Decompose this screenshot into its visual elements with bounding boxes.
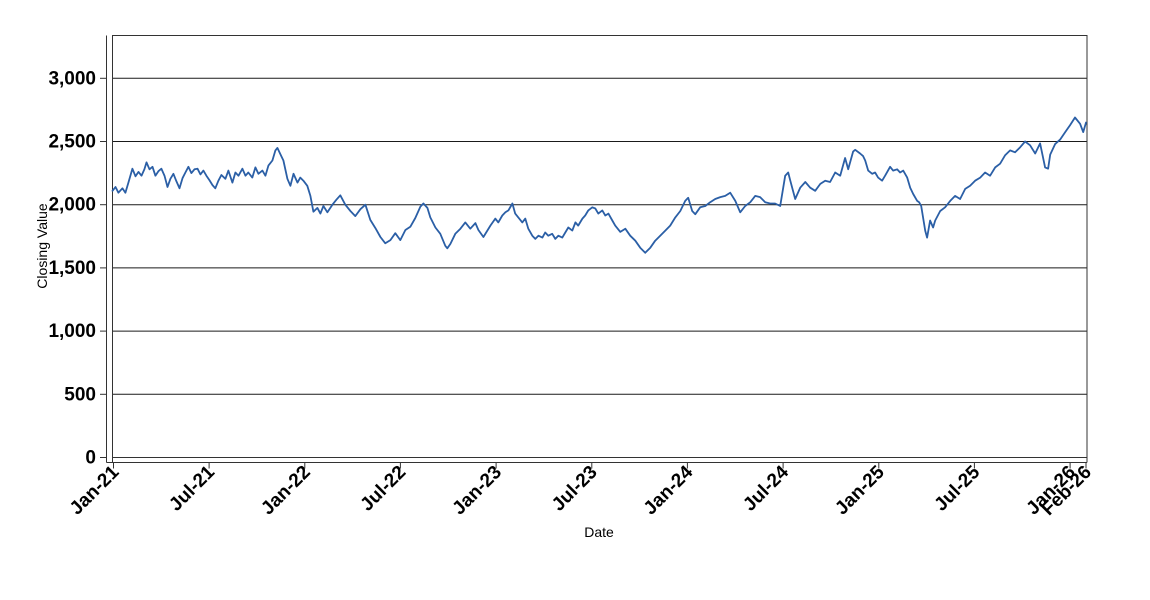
x-tick-label: Jul-23 bbox=[548, 462, 602, 516]
y-tick-label: 500 bbox=[64, 384, 96, 405]
y-tick-label: 3,000 bbox=[48, 68, 96, 89]
y-tick-label: 0 bbox=[85, 448, 96, 469]
tick-marks bbox=[100, 77, 1087, 469]
x-tick-label: Jan-21 bbox=[66, 462, 124, 520]
x-tick-label: Jul-25 bbox=[931, 462, 985, 516]
x-tick-label: Jul-22 bbox=[357, 462, 411, 516]
axes bbox=[106, 35, 1088, 463]
y-tick-label: 1,500 bbox=[48, 258, 96, 279]
y-tick-label: 2,500 bbox=[48, 132, 96, 153]
x-tick-label: Jan-23 bbox=[449, 462, 506, 519]
gridlines bbox=[112, 77, 1087, 395]
x-tick-label: Jan-24 bbox=[640, 462, 698, 520]
x-tick-label: Jan-25 bbox=[831, 462, 889, 520]
x-axis-title: Date bbox=[584, 524, 614, 540]
plot-frame bbox=[112, 35, 1088, 458]
y-axis-title: Closing Value bbox=[34, 203, 50, 289]
y-tick-label: 1,000 bbox=[48, 321, 96, 342]
closing-value-series-line bbox=[111, 116, 1087, 254]
y-tick-label: 2,000 bbox=[48, 195, 96, 216]
x-tick-label: Jul-24 bbox=[739, 462, 793, 516]
x-tick-label: Jul-21 bbox=[165, 462, 219, 516]
x-tick-label: Jan-22 bbox=[257, 462, 314, 519]
tick-labels: 0 500 1,000 1,500 2,000 2,500 3,000 Jan-21 Jul-2… bbox=[48, 68, 1095, 520]
